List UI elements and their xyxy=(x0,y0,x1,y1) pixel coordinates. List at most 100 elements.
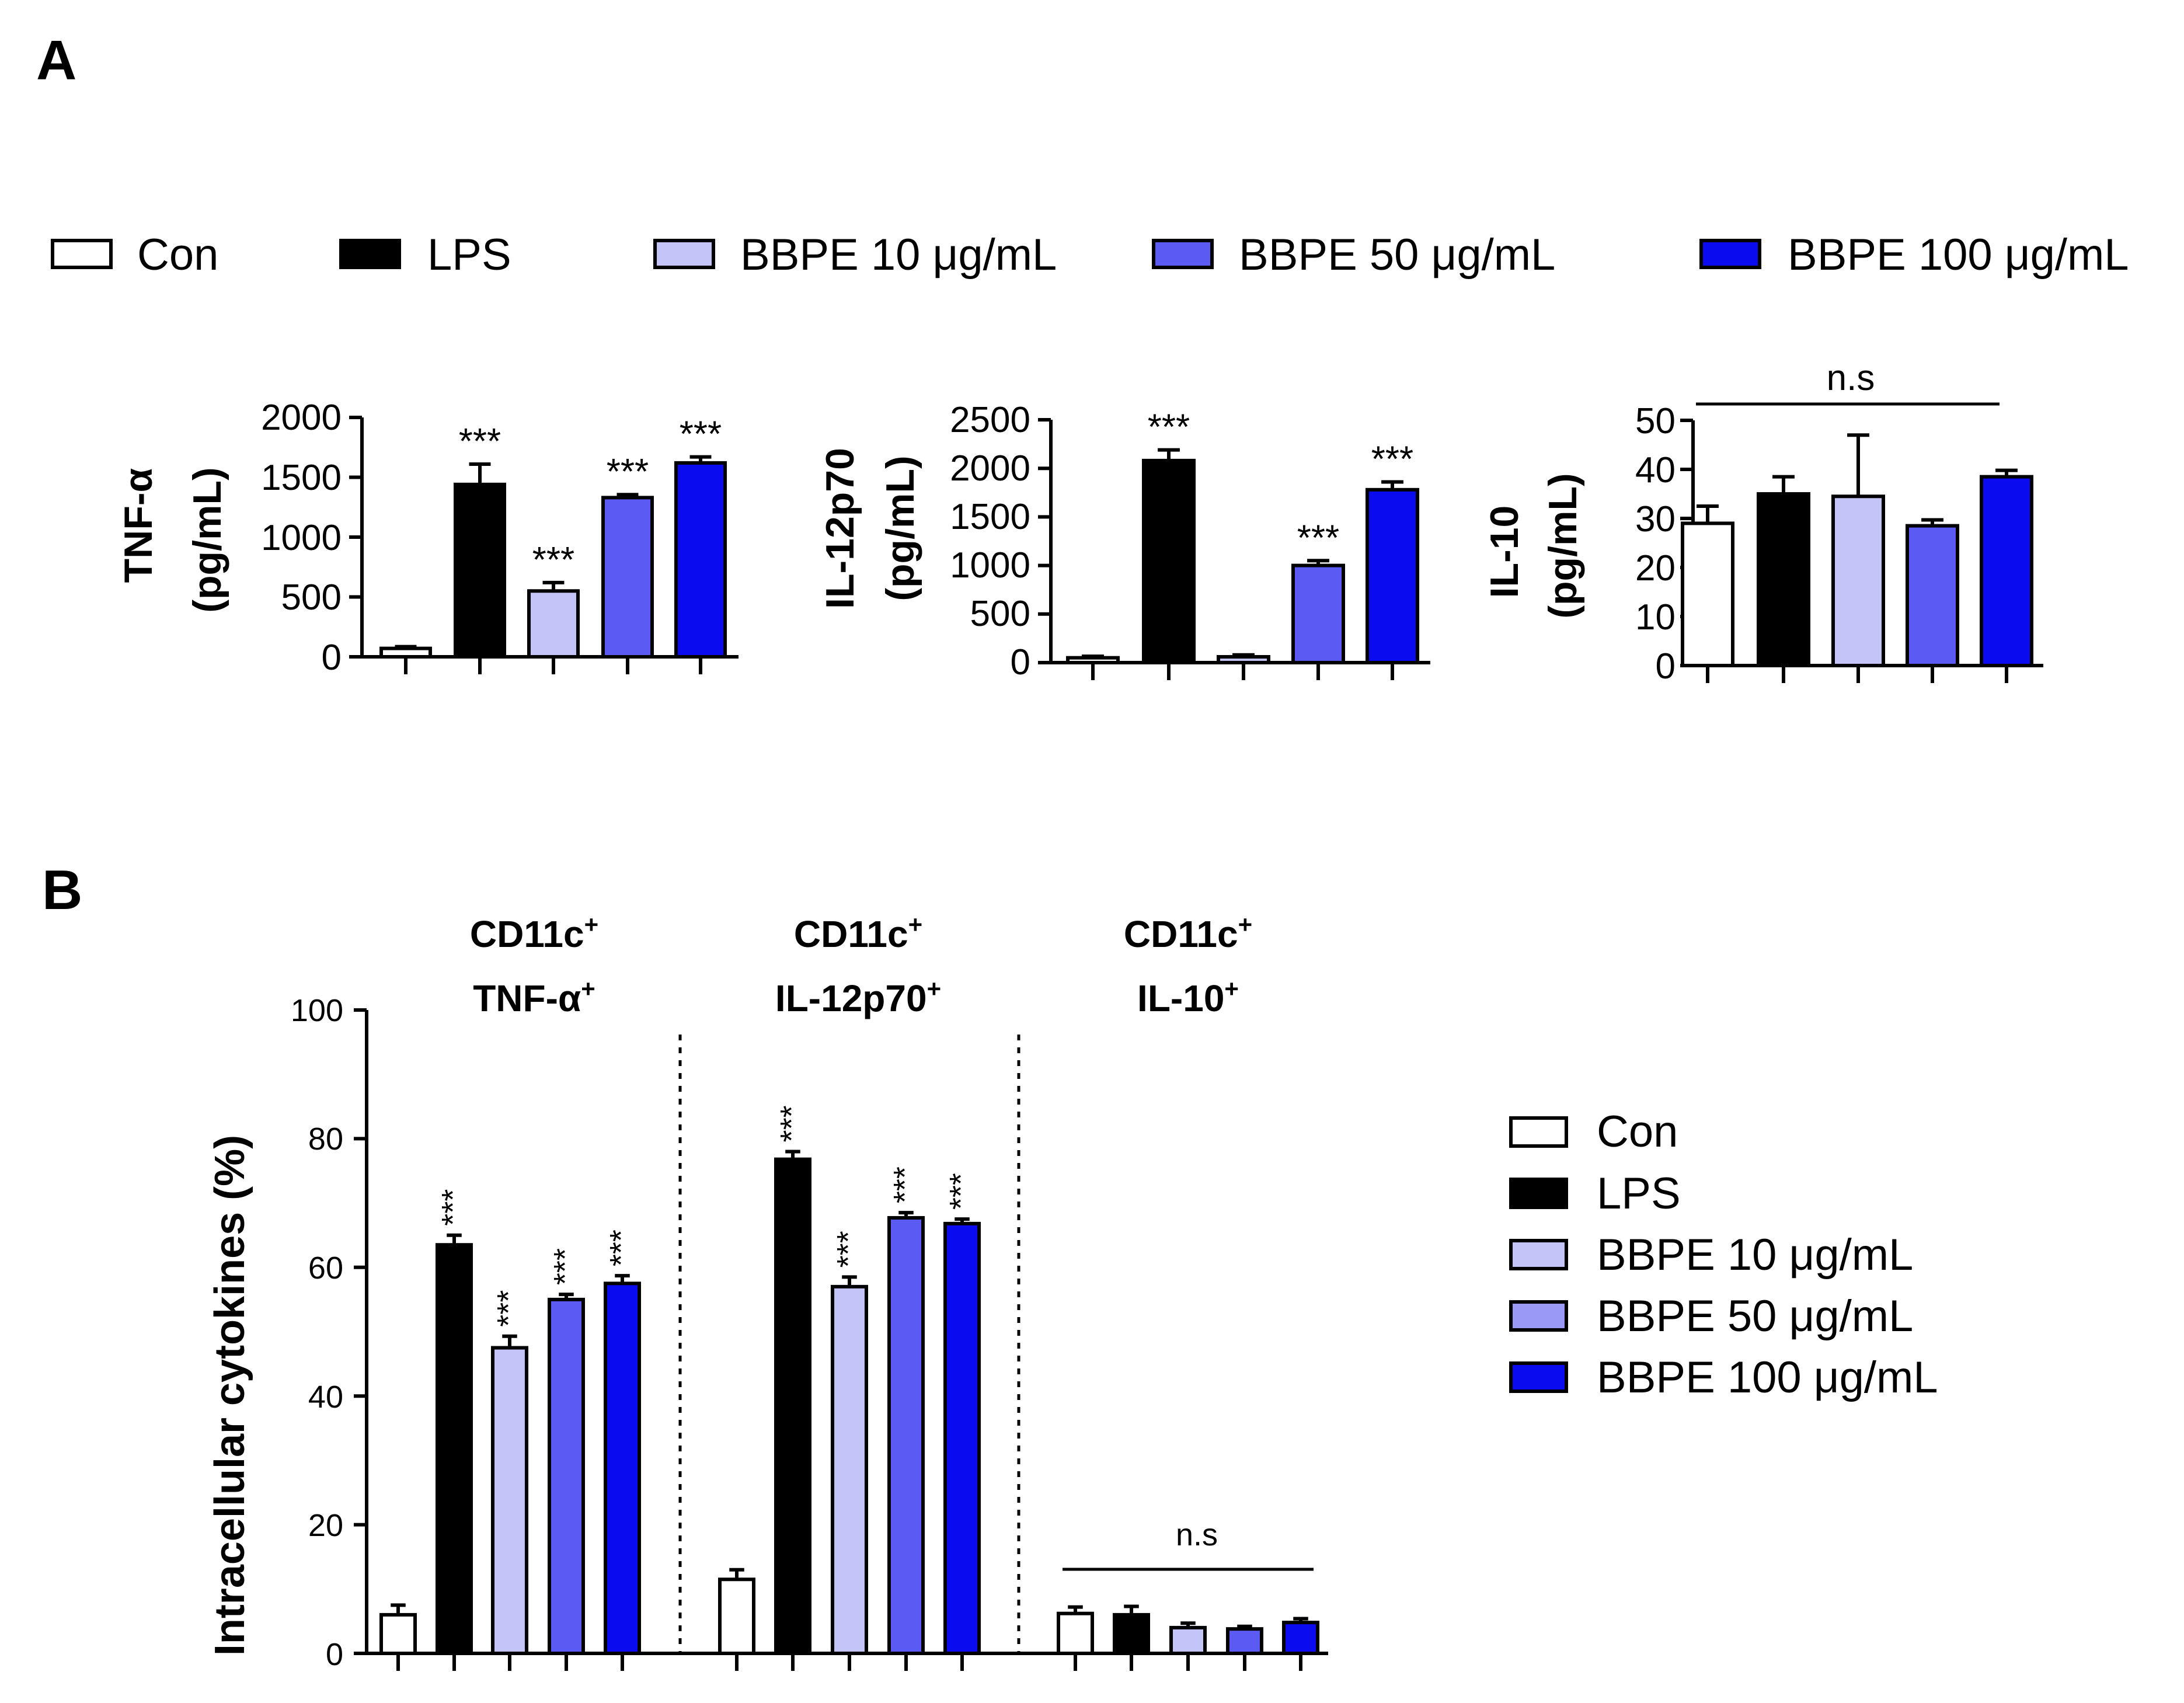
il10-ylabel-line1: IL-10 xyxy=(1482,506,1527,598)
b-g1-sig-2: *** xyxy=(831,1231,866,1267)
il10-bar-4 xyxy=(1980,475,2033,667)
legend-label-lps: LPS xyxy=(427,230,511,280)
panel-label-b: B xyxy=(42,859,82,921)
tnf-bar-3 xyxy=(601,496,654,659)
legend-swatch-con xyxy=(51,239,113,269)
legend-b-swatch-bbpe100 xyxy=(1509,1361,1568,1393)
b-tick-0: 0 xyxy=(326,1637,343,1672)
tnf-bar-0 xyxy=(379,646,432,659)
b-g1-bar-2 xyxy=(831,1284,868,1656)
il12-ylabel-line2: (pg/mL) xyxy=(878,455,922,601)
il10-bar-3 xyxy=(1906,524,1959,667)
tnf-sig-3: *** xyxy=(607,452,649,492)
legend-b-label-con: Con xyxy=(1597,1107,1678,1157)
il12-bar-4 xyxy=(1366,487,1419,664)
chart-intracellular: Intracellular cytokines (%) 0 20 40 60 8… xyxy=(207,911,1938,1672)
legend-b-label-lps: LPS xyxy=(1597,1169,1681,1218)
b-ylabel: Intracellular cytokines (%) xyxy=(207,1135,253,1656)
legend-swatch-bbpe100 xyxy=(1699,239,1761,269)
legend-label-bbpe10: BBPE 10 μg/mL xyxy=(740,230,1057,280)
group2-title-line2: IL-12p70+ xyxy=(775,975,941,1019)
chart-tnf-alpha: TNF-α (pg/mL) 0 500 1000 1500 2000 *** **… xyxy=(116,398,739,678)
il12-tick-2500: 2500 xyxy=(950,400,1030,440)
il12-tick-1500: 1500 xyxy=(950,497,1030,537)
chart-il-10: IL-10 (pg/mL) 0 10 20 30 40 50 n.s xyxy=(1482,358,2043,687)
b-tick-60: 60 xyxy=(308,1251,343,1286)
panel-label-a: A xyxy=(36,29,76,92)
tnf-ylabel-line1: TNF-α xyxy=(116,468,161,583)
il10-tick-20: 20 xyxy=(1635,548,1676,588)
il12-tick-2000: 2000 xyxy=(950,448,1030,489)
legend-b-swatch-con xyxy=(1509,1116,1568,1148)
group1-title-line2: TNF-α+ xyxy=(473,975,595,1019)
b-g1-sig-4: *** xyxy=(943,1173,978,1210)
b-g0-bar-3 xyxy=(548,1297,585,1655)
legend-label-con: Con xyxy=(137,230,218,280)
tnf-sig-4: *** xyxy=(680,415,722,455)
top-legend: Con LPS BBPE 10 μg/mL BBPE 50 μg/mL BBPE… xyxy=(51,230,2129,280)
tnf-tick-2000: 2000 xyxy=(261,398,342,438)
tnf-tick-1000: 1000 xyxy=(261,518,342,558)
group3-title-line1: CD11c+ xyxy=(1124,911,1252,955)
legend-b-swatch-bbpe10 xyxy=(1509,1239,1568,1270)
b-g0-sig-2: *** xyxy=(491,1290,526,1327)
tnf-tick-500: 500 xyxy=(281,577,342,618)
tnf-bar-1 xyxy=(454,482,506,659)
group2-title-line1: CD11c+ xyxy=(794,911,922,955)
tnf-sig-2: *** xyxy=(532,540,574,580)
b-g2-bar-3 xyxy=(1226,1627,1263,1656)
tnf-ylabel-line2: (pg/mL) xyxy=(185,467,229,612)
tnf-tick-0: 0 xyxy=(322,638,342,678)
tnf-bar-2 xyxy=(527,589,580,659)
b-g1-sig-3: *** xyxy=(887,1166,922,1203)
legend-b-label-bbpe10: BBPE 10 μg/mL xyxy=(1597,1230,1913,1280)
b-g1-sig-1: *** xyxy=(774,1105,809,1142)
group3-title-line2: IL-10+ xyxy=(1137,975,1239,1019)
b-g1-bar-3 xyxy=(887,1216,925,1656)
il12-bar-2 xyxy=(1217,655,1270,664)
b-g0-bar-2 xyxy=(491,1346,528,1656)
b-g1-bar-0 xyxy=(718,1577,755,1656)
legend-swatch-lps xyxy=(339,239,401,269)
legend-label-bbpe50: BBPE 50 μg/mL xyxy=(1239,230,1555,280)
b-g1-bar-4 xyxy=(943,1221,981,1655)
il12-bar-3 xyxy=(1291,563,1345,664)
b-tick-100: 100 xyxy=(291,993,343,1028)
b-tick-80: 80 xyxy=(308,1122,343,1157)
il10-bar-2 xyxy=(1831,494,1885,667)
b-g2-bar-2 xyxy=(1169,1625,1207,1655)
tnf-bar-4 xyxy=(674,461,727,659)
legend-b-swatch-lps xyxy=(1509,1178,1568,1209)
legend-b-label-bbpe50: BBPE 50 μg/mL xyxy=(1597,1291,1913,1341)
b-g0-sig-4: *** xyxy=(604,1230,639,1266)
legend-swatch-bbpe10 xyxy=(653,239,715,269)
il12-sig-4: *** xyxy=(1371,439,1413,479)
b-g0-bar-1 xyxy=(436,1243,473,1655)
il10-tick-0: 0 xyxy=(1656,646,1676,687)
b-tick-20: 20 xyxy=(308,1508,343,1543)
il12-bar-1 xyxy=(1142,458,1196,664)
il12-sig-1: *** xyxy=(1148,408,1190,448)
b-g0-bar-0 xyxy=(379,1613,417,1655)
il10-tick-10: 10 xyxy=(1635,597,1676,638)
b-ns-label: n.s xyxy=(1176,1517,1218,1552)
tnf-sig-1: *** xyxy=(459,422,501,462)
b-g0-sig-1: *** xyxy=(436,1189,471,1226)
b-g2-bar-4 xyxy=(1282,1621,1319,1656)
b-g2-bar-0 xyxy=(1057,1611,1094,1656)
il10-bar-0 xyxy=(1681,521,1734,668)
b-g0-bar-4 xyxy=(604,1281,641,1656)
il10-ylabel-line2: (pg/mL) xyxy=(1541,473,1585,618)
il12-bar-0 xyxy=(1066,656,1120,665)
il12-sig-3: *** xyxy=(1297,518,1339,558)
il10-ns-label: n.s xyxy=(1827,358,1875,398)
b-g1-bar-1 xyxy=(774,1157,811,1655)
b-tick-40: 40 xyxy=(308,1380,343,1415)
il10-tick-40: 40 xyxy=(1635,450,1676,490)
legend-b-label-bbpe100: BBPE 100 μg/mL xyxy=(1597,1353,1938,1402)
il10-bar-1 xyxy=(1757,492,1810,667)
group1-title-line1: CD11c+ xyxy=(470,911,598,955)
il12-ylabel-line1: IL-12p70 xyxy=(818,448,862,609)
legend-swatch-bbpe50 xyxy=(1152,239,1214,269)
